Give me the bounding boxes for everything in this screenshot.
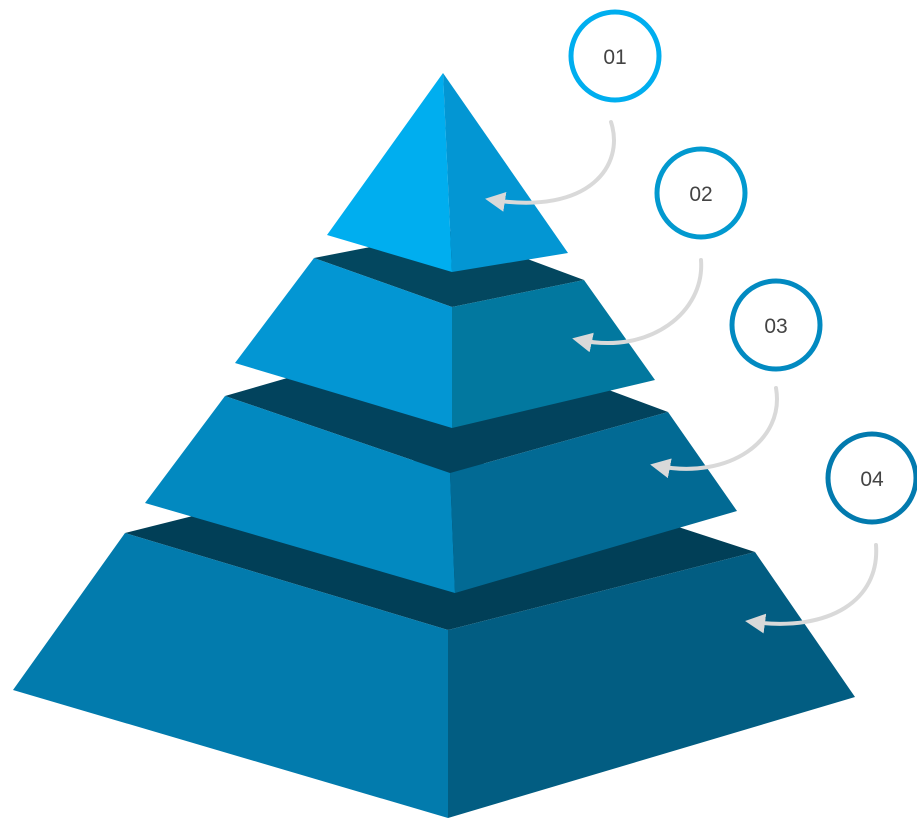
badge-1: 01 — [568, 9, 662, 103]
level-1-right-face — [443, 73, 568, 272]
connector-1 — [485, 120, 616, 212]
level-4-left-face — [13, 533, 448, 818]
level-2-right-face — [452, 280, 655, 428]
level-3-left-face — [145, 396, 455, 593]
pyramid-level-2 — [235, 231, 655, 428]
connector-2 — [572, 258, 704, 353]
badge-2: 02 — [654, 146, 748, 240]
badge-3: 03 — [729, 278, 823, 372]
pyramid-level-1 — [327, 73, 568, 272]
level-2-left-face — [235, 258, 452, 428]
connectors — [485, 120, 879, 634]
connector-4 — [745, 543, 879, 634]
badge-4: 04 — [825, 431, 917, 525]
badge-4-number: 04 — [860, 468, 884, 491]
badge-1-ring — [568, 9, 662, 103]
connector-3 — [650, 386, 779, 479]
level-3-right-face — [450, 412, 737, 593]
badges: 01 02 03 04 — [568, 9, 917, 525]
badge-3-ring — [729, 278, 823, 372]
level-1-left-face — [327, 73, 452, 272]
badge-2-ring — [654, 146, 748, 240]
badge-3-number: 03 — [764, 315, 787, 338]
badge-2-number: 02 — [689, 183, 712, 206]
badge-1-number: 01 — [603, 46, 626, 69]
badge-4-ring — [825, 431, 917, 525]
